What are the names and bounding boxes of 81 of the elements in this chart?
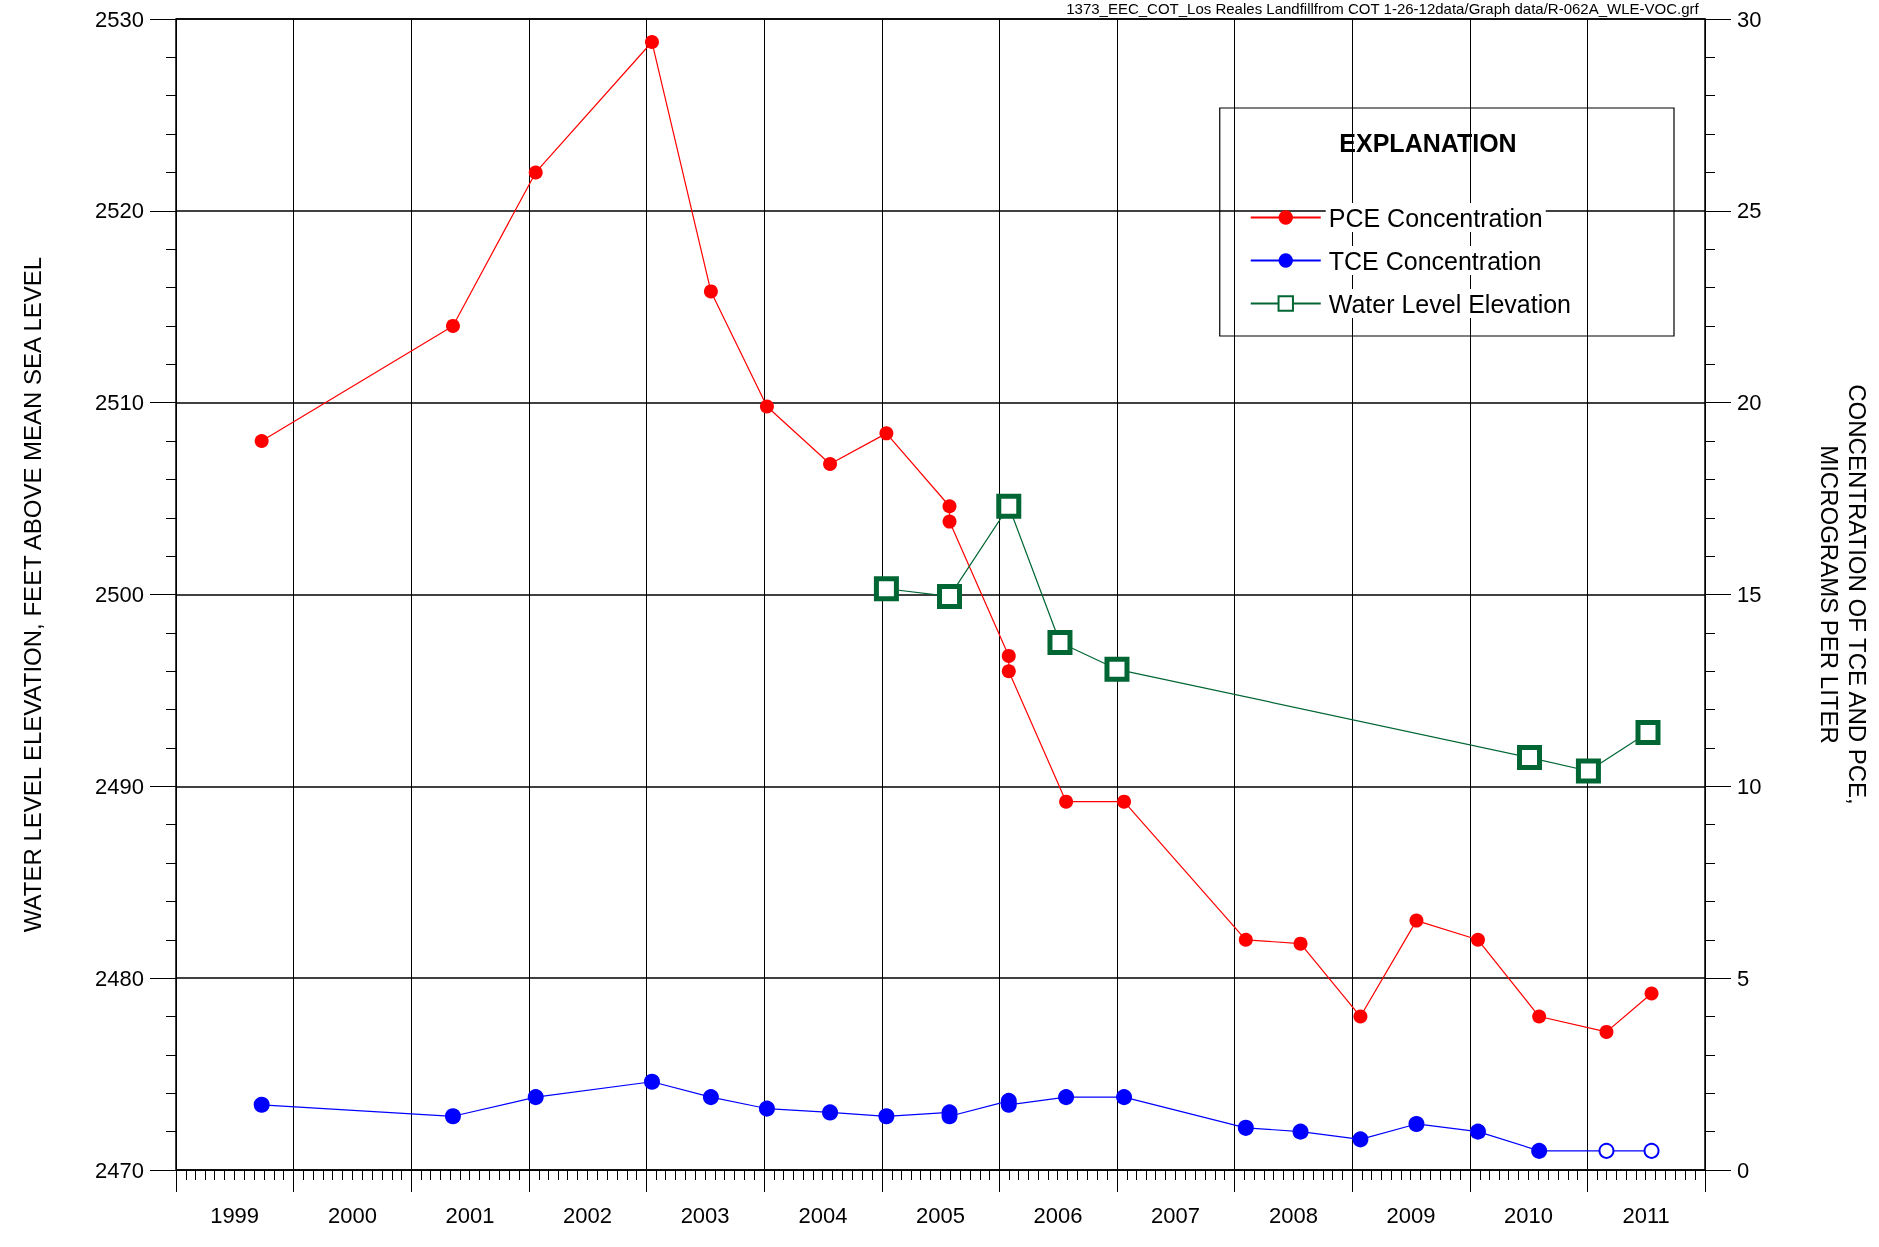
legend-label: TCE Concentration: [1328, 246, 1542, 275]
x-tick-label: 2000: [328, 1202, 377, 1228]
point: [1238, 932, 1253, 947]
point: [445, 318, 460, 333]
point: [879, 426, 894, 441]
x-tick-label: 2001: [445, 1202, 495, 1228]
point: [643, 1073, 660, 1090]
y2-tick-label: 20: [1737, 390, 1762, 416]
point: [1104, 656, 1130, 682]
point: [1117, 794, 1132, 809]
point: [1237, 1119, 1254, 1136]
point: [254, 434, 269, 449]
point: [644, 35, 659, 50]
point: [253, 1096, 270, 1113]
point: [822, 1104, 839, 1121]
point: [942, 499, 957, 514]
point: [942, 514, 957, 529]
point: [528, 165, 543, 180]
legend-label: PCE Concentration: [1328, 203, 1543, 232]
x-tick-label: 2006: [1033, 1202, 1083, 1228]
legend-label: Water Level Elevation: [1328, 289, 1571, 318]
point: [1531, 1142, 1548, 1159]
x-tick-label: 2003: [680, 1202, 730, 1228]
point: [1047, 629, 1073, 655]
point: [1470, 932, 1485, 947]
point: [1598, 1142, 1615, 1159]
point: [823, 457, 838, 472]
point: [1353, 1009, 1368, 1024]
y-tick-label: 2510: [95, 390, 144, 416]
point: [1599, 1024, 1614, 1039]
point: [703, 284, 718, 299]
point: [1001, 664, 1016, 679]
point: [702, 1089, 719, 1106]
x-tick-label: 2009: [1386, 1202, 1436, 1228]
point: [1469, 1123, 1486, 1140]
x-tick-label: 2007: [1151, 1202, 1201, 1228]
point: [1059, 794, 1074, 809]
y2-tick-label: 25: [1737, 198, 1762, 224]
x-tick-label: 2010: [1504, 1202, 1553, 1228]
y2-tick-label: 10: [1737, 773, 1762, 799]
y2-tick-label: 5: [1737, 965, 1750, 991]
point: [1001, 648, 1016, 663]
point: [1408, 1115, 1425, 1132]
point: [996, 493, 1022, 519]
y-tick-label: 2490: [95, 773, 144, 799]
y-tick-label: 2480: [95, 965, 144, 991]
point: [1293, 936, 1308, 951]
x-tick-label: 2002: [563, 1202, 613, 1228]
y-tick-label: 2500: [95, 582, 144, 607]
x-tick-label: 2011: [1622, 1202, 1670, 1228]
point: [1575, 758, 1601, 784]
y2-tick-label: 15: [1737, 582, 1762, 607]
y2-tick-label: 30: [1737, 6, 1762, 32]
point: [873, 576, 899, 602]
point: [1643, 1142, 1660, 1159]
point: [1352, 1131, 1369, 1148]
y-tick-label: 2530: [95, 6, 144, 32]
x-tick-label: 2004: [798, 1202, 848, 1228]
text: 1373_EEC_COT_Los Reales Landfillfrom COT 1-26-12data/Graph data/R-062A_WLE-VOC.grf: [1066, 0, 1700, 17]
x-tick-label: 2005: [916, 1202, 965, 1228]
point: [527, 1089, 544, 1106]
y-tick-label: 2470: [95, 1157, 144, 1183]
point: [1409, 913, 1424, 928]
x-tick-label: 2008: [1268, 1202, 1318, 1228]
point: [1532, 1009, 1547, 1024]
y2-axis-title: CONCENTRATION OF TCE AND PCE, MICROGRAMS PER LITER: [1815, 384, 1871, 805]
point: [759, 399, 774, 414]
y2-tick-label: 0: [1737, 1157, 1750, 1183]
point: [1292, 1123, 1309, 1140]
point: [1116, 1089, 1133, 1106]
point: [878, 1108, 895, 1125]
y-tick-label: 2520: [95, 198, 144, 224]
x-tick-label: 1999: [210, 1202, 260, 1228]
point: [444, 1108, 461, 1125]
y-axis-title: WATER LEVEL ELEVATION, FEET ABOVE MEAN SEA LEVEL: [18, 256, 46, 933]
point: [758, 1100, 775, 1117]
point: [1516, 745, 1542, 771]
point: [1058, 1089, 1075, 1106]
point: [937, 583, 963, 609]
point: [1644, 986, 1659, 1001]
point: [1635, 720, 1661, 746]
